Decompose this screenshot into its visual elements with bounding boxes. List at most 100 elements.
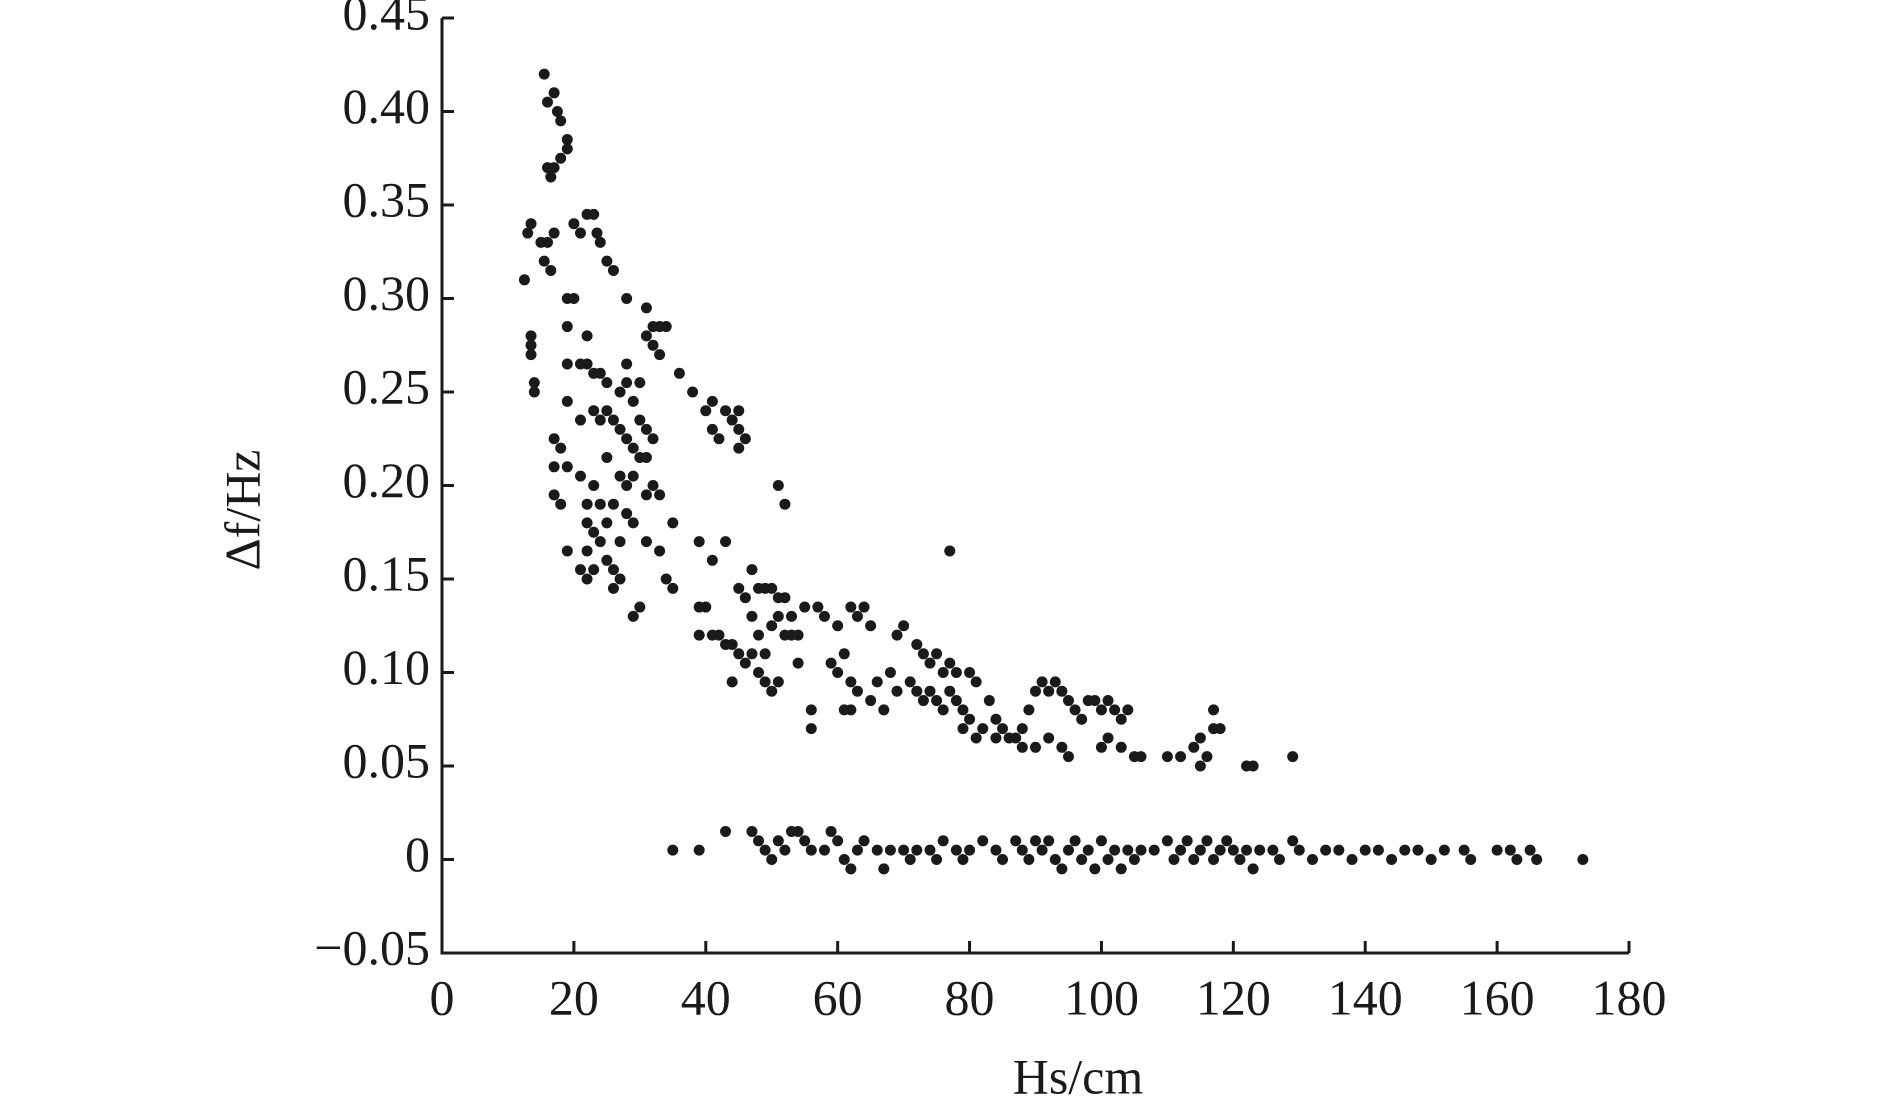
point (871, 844, 883, 856)
point (647, 433, 659, 445)
point (601, 517, 613, 529)
point (950, 695, 962, 707)
point (640, 302, 652, 314)
point (1115, 741, 1127, 753)
point (838, 854, 850, 865)
point (581, 358, 593, 370)
point (700, 601, 712, 613)
point (1247, 760, 1259, 772)
point (1267, 844, 1279, 856)
y-tick-label: 0.05 (343, 732, 431, 788)
point (733, 582, 745, 594)
point (614, 573, 626, 585)
point (1049, 676, 1061, 688)
point (561, 395, 573, 407)
point (1135, 844, 1147, 856)
y-tick-label: 0.10 (343, 639, 431, 695)
point (1148, 844, 1160, 856)
point (970, 732, 982, 744)
point (588, 480, 600, 491)
point (667, 582, 679, 594)
point (1056, 741, 1068, 753)
point (1135, 751, 1147, 763)
y-tick-label: 0.15 (343, 545, 431, 601)
point (1030, 685, 1041, 697)
point (924, 657, 936, 669)
point (825, 657, 837, 669)
point (1194, 760, 1206, 772)
point (779, 592, 791, 604)
point (528, 377, 540, 389)
point (746, 564, 758, 576)
point (1095, 704, 1107, 716)
point (1043, 732, 1055, 744)
point (746, 610, 758, 622)
point (1306, 854, 1318, 865)
point (640, 451, 652, 463)
point (779, 844, 791, 856)
point (555, 115, 567, 127)
y-tick-label: 0 (405, 826, 430, 882)
point (1168, 854, 1180, 865)
point (601, 405, 613, 417)
point (792, 825, 804, 837)
point (640, 536, 652, 548)
point (772, 480, 784, 491)
y-tick-label: 0.40 (343, 78, 431, 134)
point (1254, 844, 1266, 856)
point (588, 405, 600, 417)
point (937, 704, 949, 716)
point (1511, 854, 1523, 865)
y-tick-label: 0.30 (343, 265, 431, 321)
point (640, 330, 652, 342)
y-tick-label: 0.35 (343, 171, 431, 227)
x-tick-label: 140 (1328, 969, 1403, 1025)
point (917, 648, 929, 660)
point (621, 377, 633, 389)
point (1069, 704, 1081, 716)
point (1214, 844, 1226, 856)
point (1122, 704, 1134, 716)
point (884, 844, 896, 856)
x-tick-label: 40 (681, 969, 731, 1025)
point (1010, 835, 1022, 847)
point (957, 723, 969, 735)
point (1208, 704, 1220, 716)
point (687, 386, 699, 398)
point (1425, 854, 1437, 865)
point (1491, 844, 1503, 856)
point (898, 620, 910, 632)
point (706, 554, 718, 566)
point (1030, 835, 1041, 847)
point (990, 844, 1002, 856)
point (1115, 863, 1127, 875)
point (1247, 863, 1259, 875)
point (555, 152, 567, 164)
point (779, 498, 791, 510)
point (944, 685, 956, 697)
point (574, 564, 586, 576)
point (614, 423, 626, 435)
point (1016, 723, 1028, 735)
point (1194, 844, 1206, 856)
point (542, 162, 554, 174)
point (640, 489, 652, 501)
point (647, 339, 659, 351)
point (654, 545, 666, 557)
point (667, 844, 679, 856)
point (1023, 854, 1035, 865)
point (591, 227, 603, 239)
point (720, 536, 732, 548)
point (766, 685, 778, 697)
point (997, 854, 1009, 865)
point (1030, 741, 1041, 753)
point (799, 601, 811, 613)
point (614, 536, 626, 548)
point (522, 227, 534, 239)
point (1069, 835, 1081, 847)
point (594, 367, 606, 379)
point (654, 489, 666, 501)
point (766, 620, 778, 632)
point (1102, 732, 1114, 744)
point (786, 610, 798, 622)
